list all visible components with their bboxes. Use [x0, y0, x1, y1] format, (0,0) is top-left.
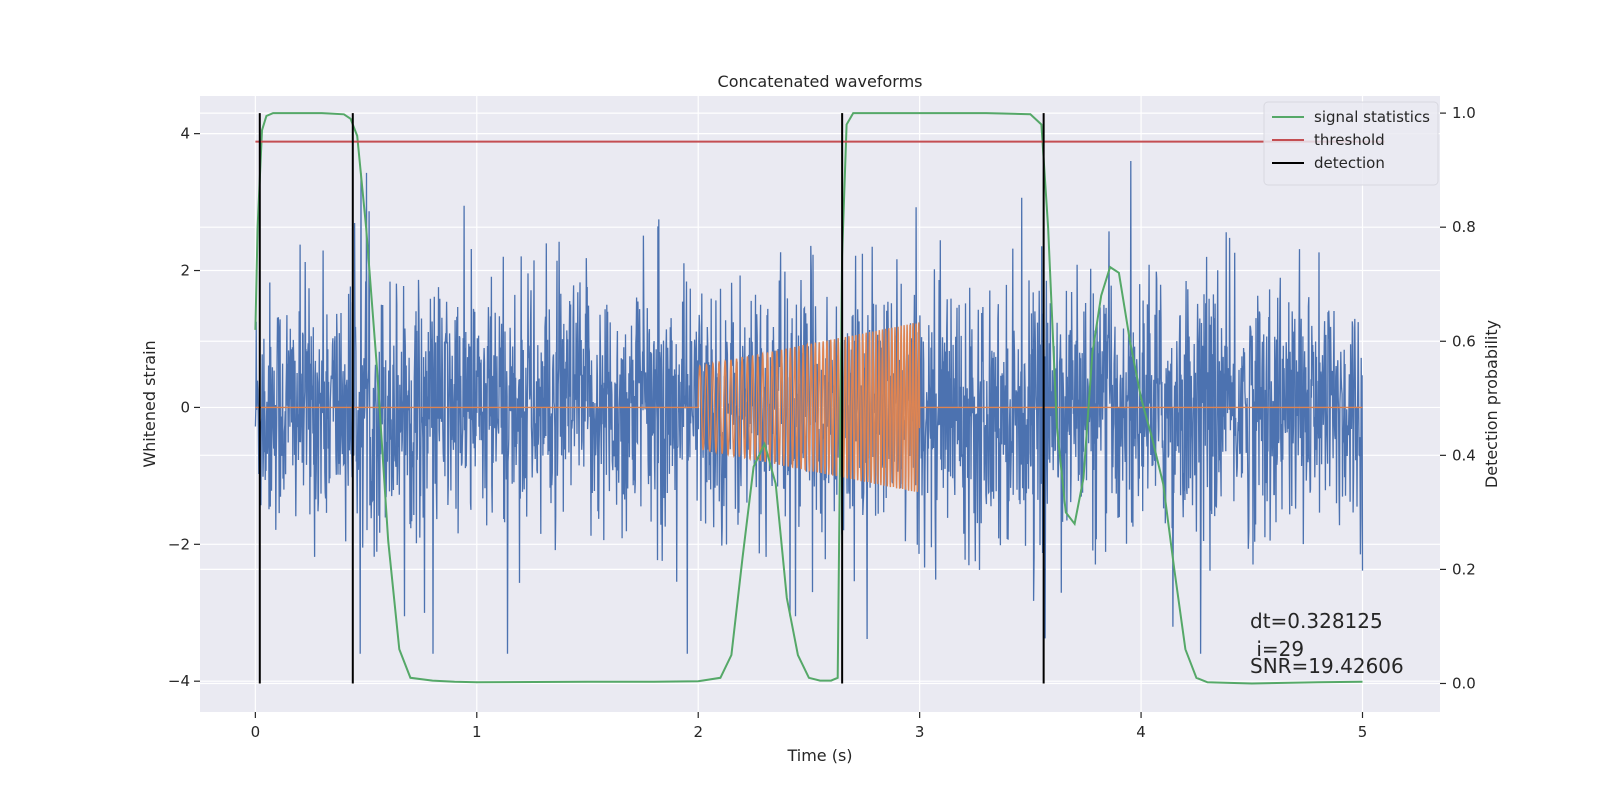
x-tick-label: 3: [915, 723, 925, 741]
annotation-dt: dt=0.328125: [1250, 609, 1383, 633]
x-tick-label: 2: [693, 723, 703, 741]
y-axis-left-title: Whitened strain: [140, 340, 159, 467]
legend-label: threshold: [1314, 131, 1385, 149]
plot-area: [254, 112, 1385, 685]
y-left-tick-label: 0: [180, 398, 190, 416]
series-whitened-strain-line: [254, 160, 1364, 654]
chart-title: Concatenated waveforms: [718, 72, 923, 91]
annotation-i: i=29: [1250, 637, 1304, 661]
x-axis-title: Time (s): [786, 746, 852, 765]
x-tick-label: 1: [472, 723, 482, 741]
annotation-snr: SNR=19.42606: [1250, 654, 1404, 678]
x-tick-label: 5: [1358, 723, 1368, 741]
y-left-tick-label: −4: [168, 672, 190, 690]
x-tick-label: 4: [1136, 723, 1146, 741]
y-axis-right-title: Detection probability: [1482, 320, 1501, 488]
legend-box: [1263, 101, 1439, 186]
legend: signal statistics threshold detection: [1263, 101, 1439, 186]
legend-label: detection: [1314, 154, 1385, 172]
y-right-tick-label: 0.0: [1452, 674, 1476, 692]
axes: 0 1 2 3 4 5 −4 −2 0 2 4 0.0 0.2 0.4 0.6 0.8 1.0: [168, 104, 1476, 741]
y-left-tick-label: −2: [168, 535, 190, 553]
x-tick-label: 0: [251, 723, 261, 741]
series-injected-signal-line: [255, 322, 1363, 492]
y-right-tick-label: 0.6: [1452, 332, 1476, 350]
series-signal-statistics-line: [254, 112, 1363, 685]
y-right-tick-label: 0.4: [1452, 446, 1476, 464]
legend-label: signal statistics: [1314, 108, 1430, 126]
y-right-tick-label: 1.0: [1452, 104, 1476, 122]
y-right-tick-label: 0.2: [1452, 560, 1476, 578]
y-left-tick-label: 4: [180, 125, 190, 143]
y-left-tick-label: 2: [180, 262, 190, 280]
y-right-tick-label: 0.8: [1452, 218, 1476, 236]
